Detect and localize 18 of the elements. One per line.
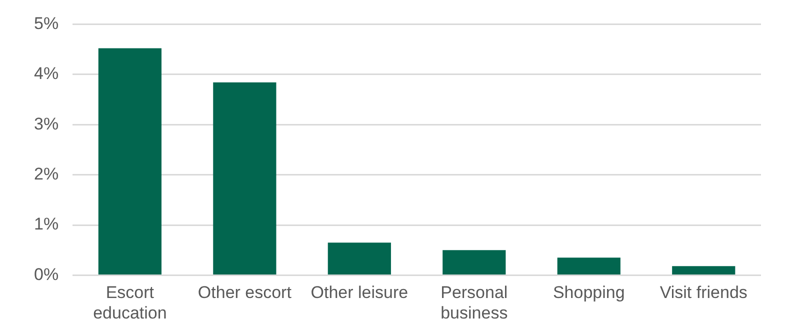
x-tick-label: Other escort: [198, 283, 292, 302]
y-tick-label: 0%: [34, 264, 59, 284]
y-tick-label: 2%: [34, 164, 59, 184]
bar: [98, 48, 162, 274]
y-tick-label: 1%: [34, 214, 59, 234]
x-tick-label: Escort education: [93, 283, 167, 322]
y-tick-label: 5%: [34, 14, 59, 33]
x-tick-label: Shopping: [552, 283, 625, 302]
x-tick-label: Visit friends: [660, 283, 748, 302]
x-tick-label: Other leisure: [310, 283, 408, 302]
bar: [557, 258, 620, 274]
bar: [672, 266, 736, 274]
bar: [213, 82, 276, 274]
bar: [442, 250, 506, 274]
bar: [328, 242, 391, 274]
x-tick-label: Personal business: [440, 283, 508, 322]
y-tick-label: 3%: [34, 114, 59, 134]
y-tick-label: 4%: [34, 64, 59, 84]
